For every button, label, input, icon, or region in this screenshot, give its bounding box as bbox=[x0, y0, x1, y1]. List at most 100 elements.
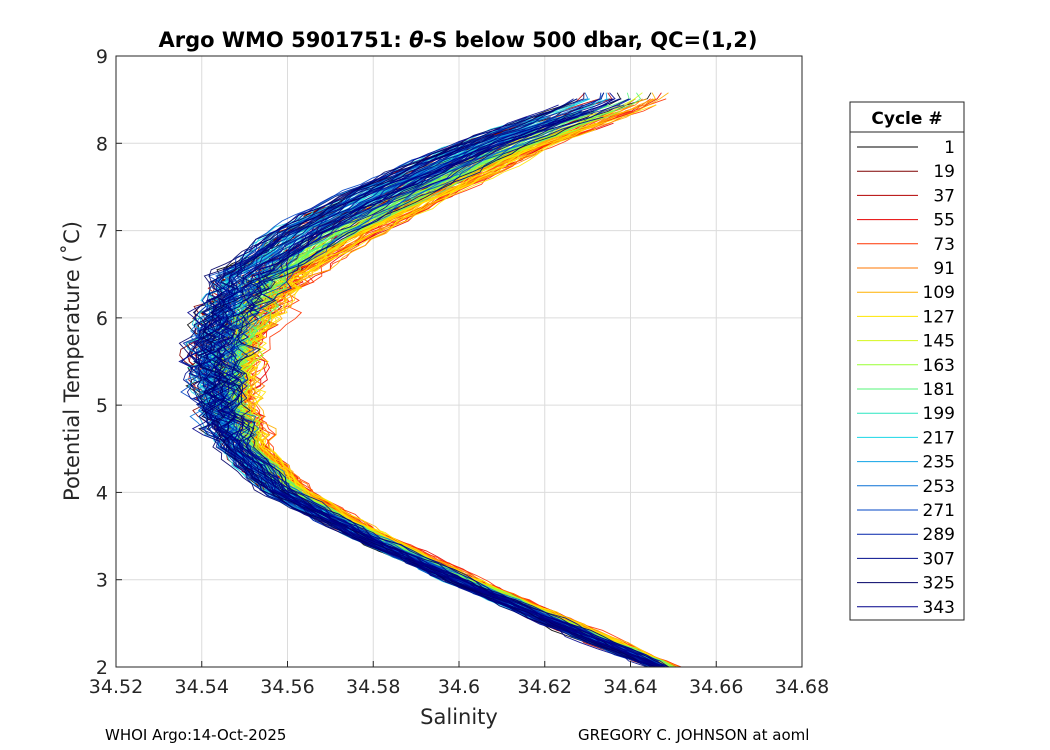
series-line bbox=[215, 134, 666, 668]
series-line bbox=[213, 147, 663, 668]
series-line bbox=[198, 141, 654, 668]
legend-box bbox=[849, 101, 965, 621]
series-line bbox=[198, 134, 658, 668]
legend-label: 37 bbox=[933, 186, 955, 206]
series-line bbox=[215, 128, 663, 668]
legend: Cycle # 1 19 37 55 73 91 109 127 145 163 181 199 217… bbox=[849, 101, 965, 621]
series-line bbox=[218, 98, 666, 668]
footer-right-text: GREGORY C. JOHNSON at aoml bbox=[578, 726, 810, 744]
series-line bbox=[207, 141, 667, 668]
title-theta-symbol: θ bbox=[409, 28, 423, 52]
legend-label: 181 bbox=[923, 380, 955, 400]
legend-label: 163 bbox=[923, 356, 955, 376]
y-tick-label: 9 bbox=[96, 46, 108, 68]
legend-title: Cycle # bbox=[871, 109, 942, 129]
x-tick-label: 34.52 bbox=[89, 676, 143, 698]
axis-ticks: 34.52 34.54 34.56 34.58 34.6 34.62 34.64 34.66 3… bbox=[89, 46, 829, 698]
y-tick-label: 7 bbox=[96, 221, 108, 243]
series-line bbox=[230, 128, 674, 668]
x-axis-label: Salinity bbox=[420, 705, 498, 729]
series-line bbox=[228, 128, 673, 668]
series-line bbox=[223, 116, 673, 668]
x-tick-label: 34.56 bbox=[260, 676, 314, 698]
series-line bbox=[193, 141, 658, 668]
series-line bbox=[216, 110, 663, 668]
series-line bbox=[217, 128, 671, 668]
series-line bbox=[203, 128, 664, 668]
legend-label: 73 bbox=[933, 235, 955, 255]
series-line bbox=[221, 134, 666, 668]
series-line bbox=[192, 141, 652, 668]
series-line bbox=[231, 134, 670, 668]
series-line bbox=[208, 141, 656, 668]
chart-title: Argo WMO 5901751: θ-S below 500 dbar, QC… bbox=[158, 28, 757, 52]
series-line bbox=[202, 98, 658, 668]
y-tick-label: 6 bbox=[96, 308, 108, 330]
series-line bbox=[221, 134, 669, 668]
legend-label: 253 bbox=[923, 477, 955, 497]
series-line bbox=[178, 104, 655, 668]
series-line bbox=[215, 128, 667, 668]
series-line bbox=[209, 116, 661, 668]
series-line bbox=[197, 134, 653, 668]
legend-label: 127 bbox=[923, 307, 955, 327]
series-line bbox=[200, 134, 654, 668]
y-tick-label: 5 bbox=[96, 395, 108, 417]
series-line bbox=[229, 122, 673, 668]
x-tick-label: 34.58 bbox=[346, 676, 400, 698]
y-tick-label: 4 bbox=[96, 482, 108, 504]
series-line bbox=[208, 141, 661, 668]
series-line bbox=[228, 134, 677, 668]
series-line bbox=[203, 134, 664, 668]
series-line bbox=[224, 134, 675, 668]
series-line bbox=[228, 128, 667, 668]
series-line bbox=[213, 147, 668, 668]
legend-label: 289 bbox=[923, 525, 955, 545]
series-line bbox=[189, 141, 655, 668]
series-line bbox=[213, 122, 664, 668]
legend-label: 199 bbox=[923, 404, 955, 424]
series-line bbox=[228, 128, 674, 668]
series-line bbox=[192, 141, 652, 668]
legend-label: 55 bbox=[933, 211, 955, 231]
legend-label: 109 bbox=[923, 283, 955, 303]
x-tick-label: 34.6 bbox=[438, 676, 480, 698]
series-line bbox=[232, 128, 673, 668]
footer-left-text: WHOI Argo:14-Oct-2025 bbox=[105, 726, 287, 744]
series-line bbox=[214, 128, 671, 668]
x-tick-label: 34.64 bbox=[603, 676, 657, 698]
series-line bbox=[209, 141, 666, 668]
series-line bbox=[199, 128, 656, 668]
legend-label: 1 bbox=[944, 138, 955, 158]
series-line bbox=[224, 116, 674, 668]
y-tick-label: 2 bbox=[96, 657, 108, 679]
series-line bbox=[210, 134, 666, 668]
legend-label: 217 bbox=[923, 428, 955, 448]
series-line bbox=[227, 122, 675, 668]
series-line bbox=[196, 141, 661, 668]
x-tick-label: 34.54 bbox=[175, 676, 229, 698]
legend-label: 19 bbox=[933, 162, 955, 182]
series-line bbox=[202, 135, 661, 668]
legend-label: 271 bbox=[923, 501, 955, 521]
legend-label: 343 bbox=[923, 598, 955, 618]
series-line bbox=[203, 110, 666, 668]
x-tick-label: 34.68 bbox=[775, 676, 829, 698]
series-line bbox=[219, 122, 676, 668]
y-tick-label: 8 bbox=[96, 133, 108, 155]
series-line bbox=[228, 128, 665, 668]
series-line bbox=[229, 122, 670, 668]
series-line bbox=[209, 128, 669, 668]
x-tick-label: 34.62 bbox=[518, 676, 572, 698]
title-prefix: Argo WMO 5901751: bbox=[158, 28, 409, 52]
series-line bbox=[197, 141, 655, 668]
legend-entries: 1 19 37 55 73 91 109 127 145 163 181 199 217 235 253 27… bbox=[857, 138, 955, 618]
series-line bbox=[208, 134, 663, 668]
series-line bbox=[213, 141, 664, 668]
series-line bbox=[220, 122, 660, 668]
series-line bbox=[228, 128, 671, 668]
legend-label: 91 bbox=[933, 259, 955, 279]
legend-label: 145 bbox=[923, 332, 955, 352]
legend-label: 325 bbox=[923, 574, 955, 594]
